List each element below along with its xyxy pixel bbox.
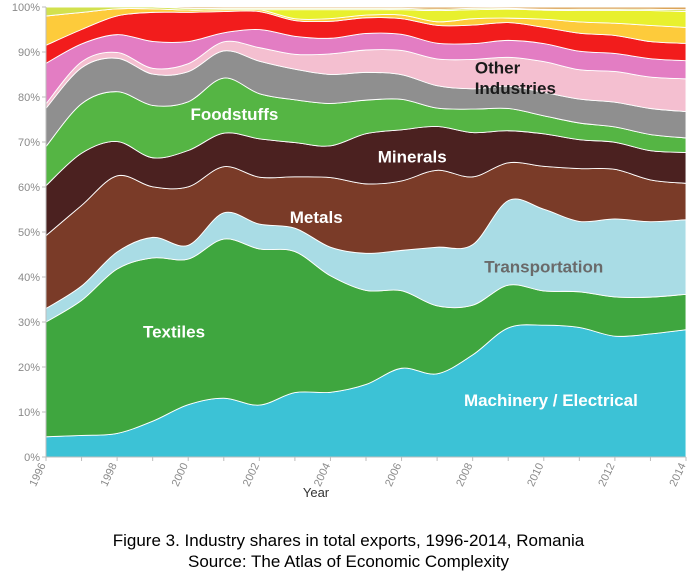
y-tick-label: 20%	[18, 362, 40, 374]
area-label: Industries	[475, 79, 556, 98]
area-label: Transportation	[484, 257, 603, 276]
area-label: Minerals	[378, 148, 447, 167]
y-tick-label: 60%	[18, 182, 40, 194]
figure-source: Source: The Atlas of Economic Complexity	[188, 552, 509, 571]
x-tick-label: 2012	[596, 461, 617, 488]
area-series	[45, 6, 687, 458]
area-label: Textiles	[143, 322, 205, 341]
x-tick-label: 1998	[99, 461, 120, 488]
x-tick-label: 2008	[454, 461, 475, 488]
y-tick-label: 10%	[18, 407, 40, 419]
y-tick-label: 40%	[18, 272, 40, 284]
chart-svg: Machinery / Electrical Textiles Transporta…	[12, 2, 689, 500]
y-tick-label: 100%	[12, 2, 40, 14]
area-labels: Machinery / Electrical Textiles Transporta…	[143, 59, 638, 411]
area-label: Machinery / Electrical	[464, 391, 638, 410]
x-tick-label: 2000	[170, 461, 191, 488]
y-tick-label: 80%	[18, 92, 40, 104]
x-tick-label: 2014	[667, 461, 688, 488]
x-tick-label: 2006	[383, 461, 404, 488]
x-tick-label: 2002	[241, 461, 262, 488]
x-axis: 1996 1998 2000 2002 2004 2006 2008 2010 2012 2014	[27, 456, 689, 488]
area-label: Other	[475, 59, 521, 78]
x-axis-title: Year	[303, 485, 330, 500]
figure-caption: Figure 3. Industry shares in total expor…	[112, 531, 585, 550]
area-label: Foodstuffs	[191, 105, 279, 124]
y-tick-label: 70%	[18, 137, 40, 149]
x-tick-label: 1996	[27, 461, 48, 488]
y-tick-label: 30%	[18, 317, 40, 329]
y-tick-label: 0%	[24, 452, 40, 464]
y-tick-label: 90%	[18, 47, 40, 59]
area-label: Metals	[290, 208, 343, 227]
x-tick-label: 2010	[525, 461, 546, 488]
y-axis: 0% 10% 20% 30% 40% 50% 60% 70% 80% 90% 100%	[12, 2, 47, 464]
y-tick-label: 50%	[18, 227, 40, 239]
